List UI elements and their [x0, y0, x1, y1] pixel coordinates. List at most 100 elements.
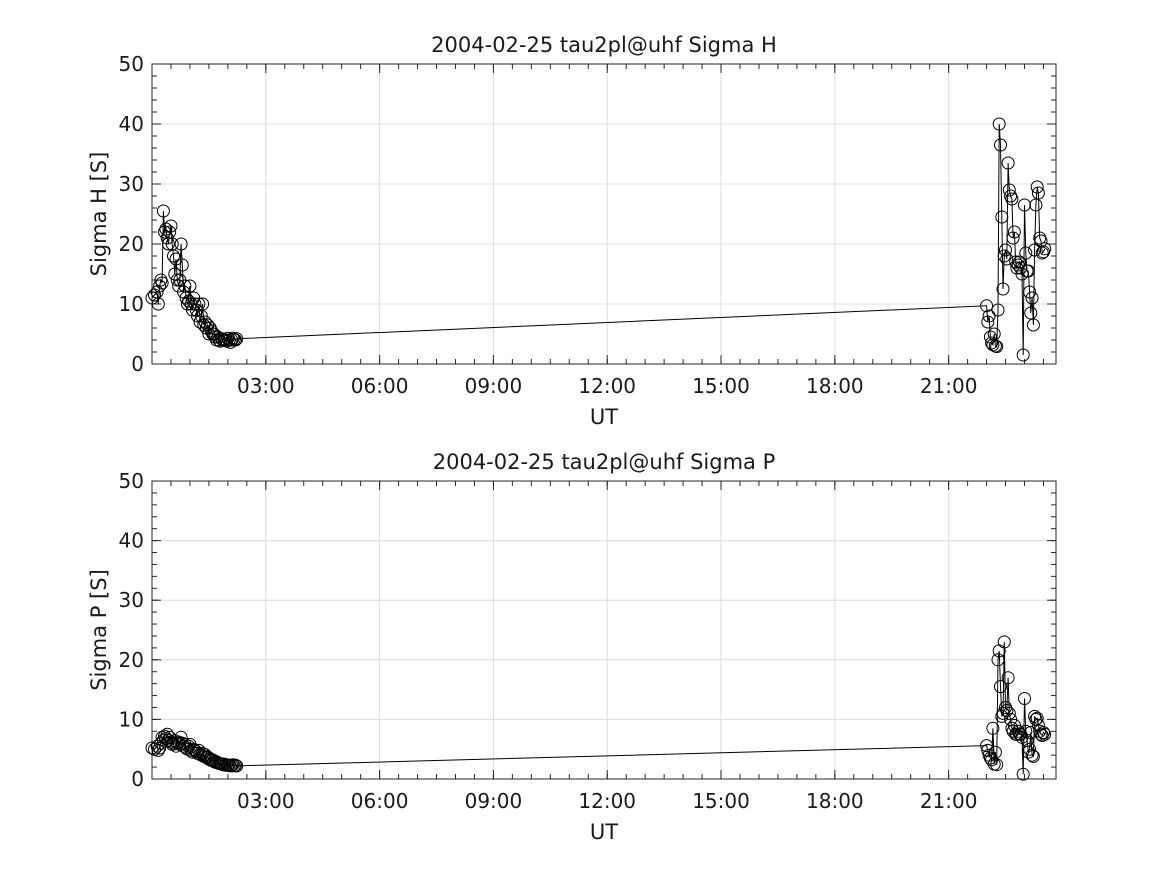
- data-point: [175, 258, 189, 272]
- data-point: [991, 303, 1005, 317]
- data-point: [1000, 704, 1014, 717]
- chart-title: 2004-02-25 tau2pl@uhf Sigma H: [431, 33, 777, 57]
- data-point: [167, 249, 180, 263]
- x-tick-label: 03:00: [237, 789, 295, 813]
- data-point: [1001, 156, 1015, 170]
- data-point: [1000, 252, 1014, 266]
- data-point: [1035, 246, 1049, 260]
- y-tick-label: 30: [119, 172, 144, 196]
- x-tick-label: 21:00: [920, 789, 978, 813]
- data-point: [1006, 231, 1020, 245]
- data-point: [980, 739, 994, 753]
- data-point: [1030, 180, 1044, 194]
- data-point: [151, 297, 165, 311]
- data-point: [174, 730, 188, 744]
- data-point: [1001, 671, 1015, 685]
- y-tick-label: 10: [119, 292, 144, 316]
- data-point: [1025, 291, 1039, 305]
- y-tick-label: 10: [119, 707, 144, 731]
- data-point: [1029, 712, 1043, 726]
- data-point: [1002, 706, 1016, 720]
- data-point: [1026, 749, 1040, 763]
- sigma-h-panel: 2004-02-25 tau2pl@uhf Sigma H UT Sigma H…: [87, 33, 1057, 429]
- x-tick-label: 12:00: [578, 374, 636, 398]
- data-point: [1018, 692, 1031, 705]
- data-point: [991, 653, 1005, 667]
- x-tick-label: 03:00: [237, 374, 295, 398]
- data-point: [1038, 242, 1052, 256]
- data-point: [1018, 198, 1031, 212]
- x-tick-label: 06:00: [351, 374, 409, 398]
- x-tick-label: 12:00: [578, 789, 636, 813]
- y-tick-label: 50: [119, 52, 144, 76]
- data-point: [226, 331, 240, 345]
- axes-box: [151, 480, 1057, 780]
- x-tick-label: 21:00: [920, 374, 978, 398]
- x-tick-label: 15:00: [692, 789, 750, 813]
- data-point: [1026, 318, 1040, 332]
- x-tick-label: 09:00: [465, 374, 523, 398]
- data-point: [1025, 748, 1039, 762]
- data-point: [1019, 246, 1033, 260]
- data-point: [174, 237, 188, 251]
- data-point: [997, 249, 1011, 263]
- data-point: [994, 138, 1007, 152]
- data-point: [153, 741, 167, 755]
- data-point: [230, 759, 244, 773]
- data-point: [156, 204, 170, 218]
- data-point: [155, 276, 169, 290]
- data-point: [986, 721, 1000, 735]
- data-point: [1037, 726, 1050, 739]
- data-point: [164, 219, 178, 233]
- data-point: [1021, 264, 1035, 278]
- data-point: [981, 315, 995, 329]
- data-point: [196, 297, 210, 311]
- y-tick-label: 20: [119, 232, 144, 256]
- y-axis-label: Sigma H [S]: [87, 152, 111, 277]
- data-point: [177, 739, 191, 753]
- data-point: [1016, 348, 1030, 362]
- data-point: [1024, 306, 1038, 320]
- y-tick-label: 0: [131, 352, 144, 376]
- data-point: [982, 309, 996, 323]
- data-point: [988, 745, 1002, 759]
- data-point: [980, 299, 994, 313]
- y-tick-label: 20: [119, 648, 144, 672]
- x-axis-label: UT: [590, 820, 618, 844]
- y-tick-label: 0: [131, 767, 144, 791]
- data-point: [996, 282, 1010, 296]
- data-point: [1030, 711, 1044, 725]
- x-tick-label: 09:00: [465, 789, 523, 813]
- y-tick-label: 50: [119, 469, 144, 493]
- data-point: [1038, 727, 1052, 741]
- axes-box: [151, 63, 1057, 365]
- data-point: [153, 279, 167, 293]
- sigma-p-panel: 2004-02-25 tau2pl@uhf Sigma P UT Sigma P…: [87, 450, 1057, 844]
- data-point: [1007, 225, 1021, 239]
- data-point: [1031, 186, 1045, 200]
- y-tick-label: 30: [119, 588, 144, 612]
- data-point: [995, 210, 1009, 224]
- data-point: [981, 743, 995, 757]
- data-point: [992, 117, 1006, 131]
- series-line: [151, 641, 1046, 775]
- y-tick-label: 40: [119, 112, 144, 136]
- data-point: [997, 635, 1011, 649]
- data-point: [229, 333, 242, 347]
- data-point: [1006, 724, 1020, 738]
- data-point: [990, 758, 1004, 772]
- data-point: [994, 680, 1007, 694]
- data-point: [1014, 261, 1028, 275]
- data-point: [154, 736, 168, 750]
- x-tick-label: 18:00: [806, 789, 864, 813]
- x-tick-label: 18:00: [806, 374, 864, 398]
- data-point: [1019, 724, 1033, 738]
- chart-title: 2004-02-25 tau2pl@uhf Sigma P: [433, 450, 776, 474]
- y-tick-label: 40: [119, 529, 144, 553]
- y-axis-label: Sigma P [S]: [87, 569, 111, 691]
- data-point: [1028, 243, 1042, 257]
- x-tick-label: 15:00: [692, 374, 750, 398]
- data-point: [183, 279, 197, 293]
- x-tick-label: 06:00: [351, 789, 409, 813]
- data-point: [151, 743, 165, 757]
